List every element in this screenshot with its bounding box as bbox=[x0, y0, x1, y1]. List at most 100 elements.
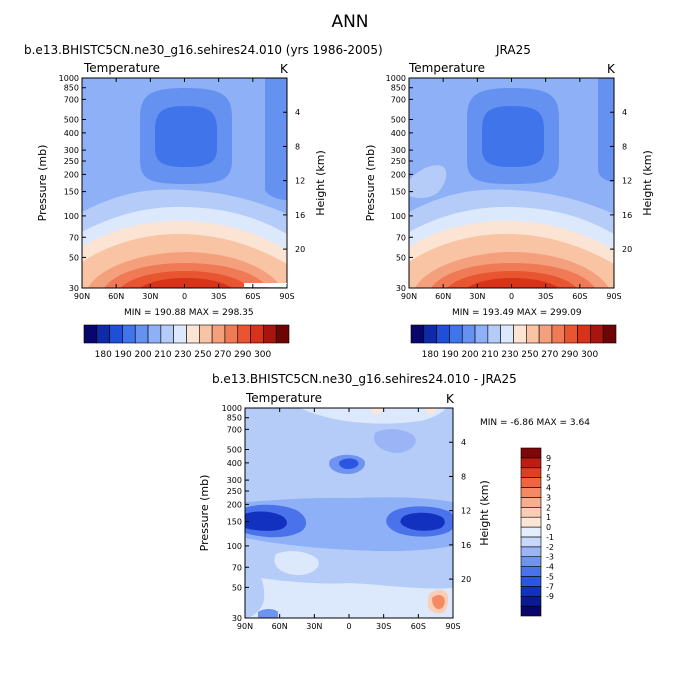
panel2-y-tick-label: 70 bbox=[396, 233, 406, 242]
colorbar-difference-swatch bbox=[520, 467, 542, 478]
panel3-y-tick-label: 250 bbox=[227, 487, 242, 496]
colorbar-panel2: 180 190 200 210 230 250 270 290 300 bbox=[410, 324, 617, 360]
panel2-y-tick-label: 500 bbox=[391, 116, 406, 125]
panel3-height-tick-label: 4 bbox=[461, 438, 466, 447]
colorbar-panel1-swatch bbox=[186, 324, 200, 344]
colorbar-panel2-label: 300 bbox=[581, 350, 598, 360]
panel1-y-tick-label: 150 bbox=[64, 188, 79, 197]
panel2-x-tick-label: 90N bbox=[401, 292, 417, 301]
colorbar-difference-swatch bbox=[520, 546, 542, 558]
colorbar-difference-label: 1 bbox=[546, 513, 551, 522]
colorbar-difference-label: -5 bbox=[546, 572, 554, 581]
panel2-y-tick-label: 300 bbox=[391, 146, 406, 155]
panel2-y-tick-label: 400 bbox=[391, 129, 406, 138]
colorbar-difference-swatch bbox=[520, 526, 542, 538]
panel1-y-tick-label: 100 bbox=[64, 212, 79, 221]
panel1-y-tick-label: 200 bbox=[64, 170, 79, 179]
panel1-x-tick-label: 60S bbox=[245, 292, 260, 301]
colorbar-panel1-swatch bbox=[224, 324, 239, 344]
panel3-x-tick-label: 90N bbox=[237, 622, 253, 631]
panel1-x-tick-label: 90N bbox=[74, 292, 90, 301]
panel3-diff-title: b.e13.BHISTC5CN.ne30_g16.sehires24.010 -… bbox=[212, 372, 517, 386]
colorbar-panel2-swatch bbox=[410, 324, 425, 344]
panel2-y-tick-label: 250 bbox=[391, 157, 406, 166]
panel2-height-tick-label: 4 bbox=[622, 108, 627, 117]
colorbar-panel1-label: 300 bbox=[254, 350, 271, 360]
panel1-height-tick-label: 20 bbox=[295, 245, 305, 254]
panel3-y-tick-label: 700 bbox=[227, 425, 242, 434]
panel2-x-tick-label: 30N bbox=[469, 292, 485, 301]
colorbar-panel1-label: 180 bbox=[95, 350, 112, 360]
colorbar-panel1-label: 230 bbox=[174, 350, 191, 360]
panel3-height-tick-label: 8 bbox=[461, 472, 466, 481]
colorbar-panel2-swatch bbox=[500, 324, 514, 344]
panel3-x-tick-label: 30N bbox=[306, 622, 322, 631]
panel3-variable-label: Temperature bbox=[246, 391, 323, 405]
panel2-contour-field bbox=[409, 78, 614, 288]
colorbar-difference-label: 0 bbox=[546, 523, 551, 532]
panel3-y-tick-label: 50 bbox=[232, 583, 242, 592]
colorbar-panel2-swatch bbox=[474, 324, 489, 344]
colorbar-panel2-swatch bbox=[602, 324, 617, 344]
colorbar-panel1-swatch bbox=[263, 324, 277, 344]
panel1-variable-label: Temperature bbox=[84, 61, 161, 75]
panel1-height-tick-label: 12 bbox=[295, 177, 305, 186]
colorbar-panel1-label: 190 bbox=[115, 350, 132, 360]
panel3-y-tick-label: 70 bbox=[232, 563, 242, 572]
panel1-y-tick-label: 400 bbox=[64, 129, 79, 138]
panel2-y-tick-label: 200 bbox=[391, 170, 406, 179]
colorbar-panel2-swatch bbox=[551, 324, 566, 344]
colorbar-difference-swatch bbox=[520, 566, 542, 577]
colorbar-difference-swatch bbox=[520, 556, 542, 567]
colorbar-difference-label: 5 bbox=[546, 474, 551, 483]
colorbar-difference-label: 9 bbox=[546, 454, 551, 463]
panel1-height-tick-label: 4 bbox=[295, 108, 300, 117]
panel2-y-tick-label: 150 bbox=[391, 188, 406, 197]
panel2-y-tick-label: 700 bbox=[391, 95, 406, 104]
panel3-y-tick-label: 200 bbox=[227, 500, 242, 509]
colorbar-difference-swatch bbox=[520, 477, 542, 488]
colorbar-panel2-label: 270 bbox=[541, 350, 558, 360]
colorbar-difference-label: 7 bbox=[546, 464, 551, 473]
panel3-pressure-axis-label: Pressure (mb) bbox=[198, 475, 211, 552]
panel3-x-tick-label: 60N bbox=[272, 622, 288, 631]
panel1-y-tick-label: 300 bbox=[64, 146, 79, 155]
colorbar-difference-label: -7 bbox=[546, 582, 554, 591]
colorbar-difference-swatch bbox=[520, 447, 542, 459]
panel1-x-tick-label: 60N bbox=[108, 292, 124, 301]
colorbar-panel1-swatch bbox=[147, 324, 162, 344]
colorbar-panel2-swatch bbox=[449, 324, 463, 344]
panel2-variable-label: Temperature bbox=[409, 61, 486, 75]
panel3-y-tick-label: 400 bbox=[227, 459, 242, 468]
colorbar-panel2-swatch bbox=[487, 324, 501, 344]
colorbar-difference-swatch bbox=[520, 457, 542, 469]
panel3-height-axis-label: Height (km) bbox=[478, 480, 491, 546]
panel1-min-max: MIN = 190.88 MAX = 298.35 bbox=[124, 308, 254, 318]
panel2-height-tick-label: 16 bbox=[622, 211, 632, 220]
panel3-y-tick-label: 850 bbox=[227, 414, 242, 423]
colorbar-difference-swatch bbox=[520, 516, 542, 528]
colorbar-panel2-swatch bbox=[526, 324, 540, 344]
colorbar-panel1-label: 290 bbox=[234, 350, 251, 360]
panel1-contour-field bbox=[82, 78, 287, 288]
panel2-height-tick-label: 20 bbox=[622, 245, 632, 254]
panel1-missing-data-patch bbox=[244, 283, 287, 287]
colorbar-difference-label: -3 bbox=[546, 553, 554, 562]
panel1-height-tick-label: 16 bbox=[295, 211, 305, 220]
panel3-x-tick-label: 0 bbox=[346, 622, 351, 631]
colorbar-panel1-swatch bbox=[199, 324, 213, 344]
panel1-height-tick-label: 8 bbox=[295, 142, 300, 151]
panel2-units-label: K bbox=[607, 62, 615, 76]
panel2-height-axis-label: Height (km) bbox=[641, 150, 654, 216]
panel1-y-tick-label: 500 bbox=[64, 116, 79, 125]
panel3-y-tick-label: 100 bbox=[227, 542, 242, 551]
panel1-pressure-axis-label: Pressure (mb) bbox=[36, 145, 49, 222]
panel1-x-tick-label: 30N bbox=[142, 292, 158, 301]
colorbar-panel1-swatch bbox=[160, 324, 174, 344]
colorbar-panel1-label: 200 bbox=[134, 350, 151, 360]
panel2-x-tick-label: 0 bbox=[509, 292, 514, 301]
panel2-y-tick-label: 50 bbox=[396, 253, 406, 262]
colorbar-panel2-label: 200 bbox=[461, 350, 478, 360]
